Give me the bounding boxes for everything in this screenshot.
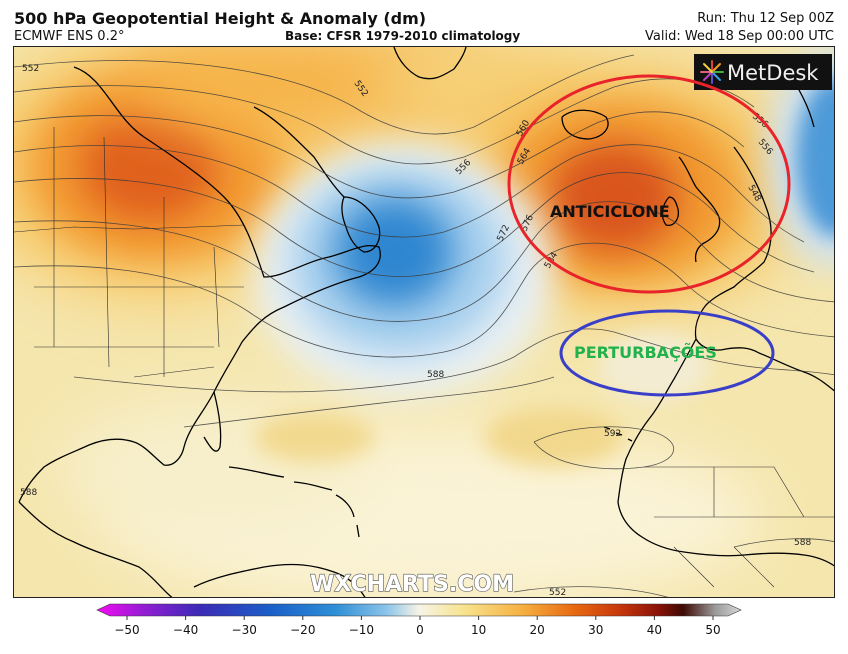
model-label: ECMWF ENS 0.2° [14, 29, 125, 44]
anomaly-map: 552 552 556 556 560 564 572 576 584 588 … [14, 47, 834, 598]
colorbar-tick-label: 10 [471, 623, 486, 637]
colorbar-tick-label: −30 [232, 623, 257, 637]
colorbar: −50 −40 −30 −20 −10 0 10 20 30 40 50 [0, 598, 848, 650]
contour-label: 552 [549, 588, 566, 598]
colorbar-gradient [96, 603, 742, 617]
colorbar-tick-label: 50 [705, 623, 720, 637]
colorbar-tick-label: −20 [290, 623, 315, 637]
starburst-icon [700, 60, 724, 84]
run-time-label: Run: Thu 12 Sep 00Z [697, 11, 834, 26]
contour-label: 588 [20, 488, 37, 498]
anomaly-field [14, 47, 834, 597]
valid-time-label: Valid: Wed 18 Sep 00:00 UTC [645, 29, 834, 44]
colorbar-tick-label: −40 [173, 623, 198, 637]
perturbacoes-label: PERTURBAÇÕES [574, 343, 717, 362]
colorbar-tick-label: 40 [647, 623, 662, 637]
contour-label: 588 [427, 370, 444, 380]
borders-layer [14, 127, 834, 588]
colorbar-svg: −50 −40 −30 −20 −10 0 10 20 30 40 50 [96, 603, 742, 637]
metdesk-logo: MetDesk [694, 54, 832, 90]
colorbar-ticks: −50 −40 −30 −20 −10 0 10 20 30 40 50 [114, 616, 721, 637]
height-contours [14, 54, 834, 597]
colorbar-tick-label: −50 [114, 623, 139, 637]
contour-label: 552 [22, 64, 39, 74]
colorbar-tick-label: 0 [416, 623, 424, 637]
colorbar-tick-label: 30 [588, 623, 603, 637]
anticyclone-label: ANTICICLONE [550, 202, 670, 221]
contour-label: 588 [794, 538, 811, 548]
coastlines-layer [18, 47, 834, 597]
climatology-base-label: Base: CFSR 1979-2010 climatology [285, 29, 521, 43]
wxcharts-watermark: WXCHARTS.COM [310, 572, 514, 597]
perturbacoes-ring [559, 309, 775, 397]
colorbar-tick-label: −10 [349, 623, 374, 637]
colorbar-tick-label: 20 [530, 623, 545, 637]
anticyclone-ring [507, 74, 791, 294]
contour-label: 592 [604, 429, 621, 439]
map-panel: 552 552 556 556 560 564 572 576 584 588 … [13, 46, 835, 598]
metdesk-logo-text: MetDesk [727, 61, 819, 85]
chart-title: 500 hPa Geopotential Height & Anomaly (d… [14, 9, 427, 28]
